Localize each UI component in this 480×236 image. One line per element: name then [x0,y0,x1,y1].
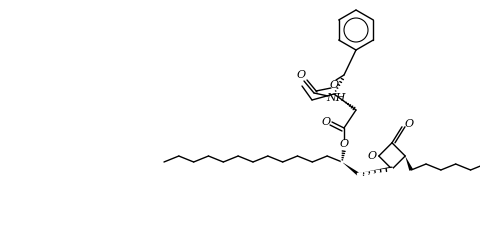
Text: O: O [321,117,330,127]
Text: NH: NH [325,93,345,103]
Text: O: O [339,139,348,149]
Text: O: O [296,70,305,80]
Polygon shape [404,156,412,171]
Text: O: O [329,80,338,90]
Text: O: O [404,119,413,129]
Polygon shape [341,162,358,175]
Text: O: O [366,151,375,161]
